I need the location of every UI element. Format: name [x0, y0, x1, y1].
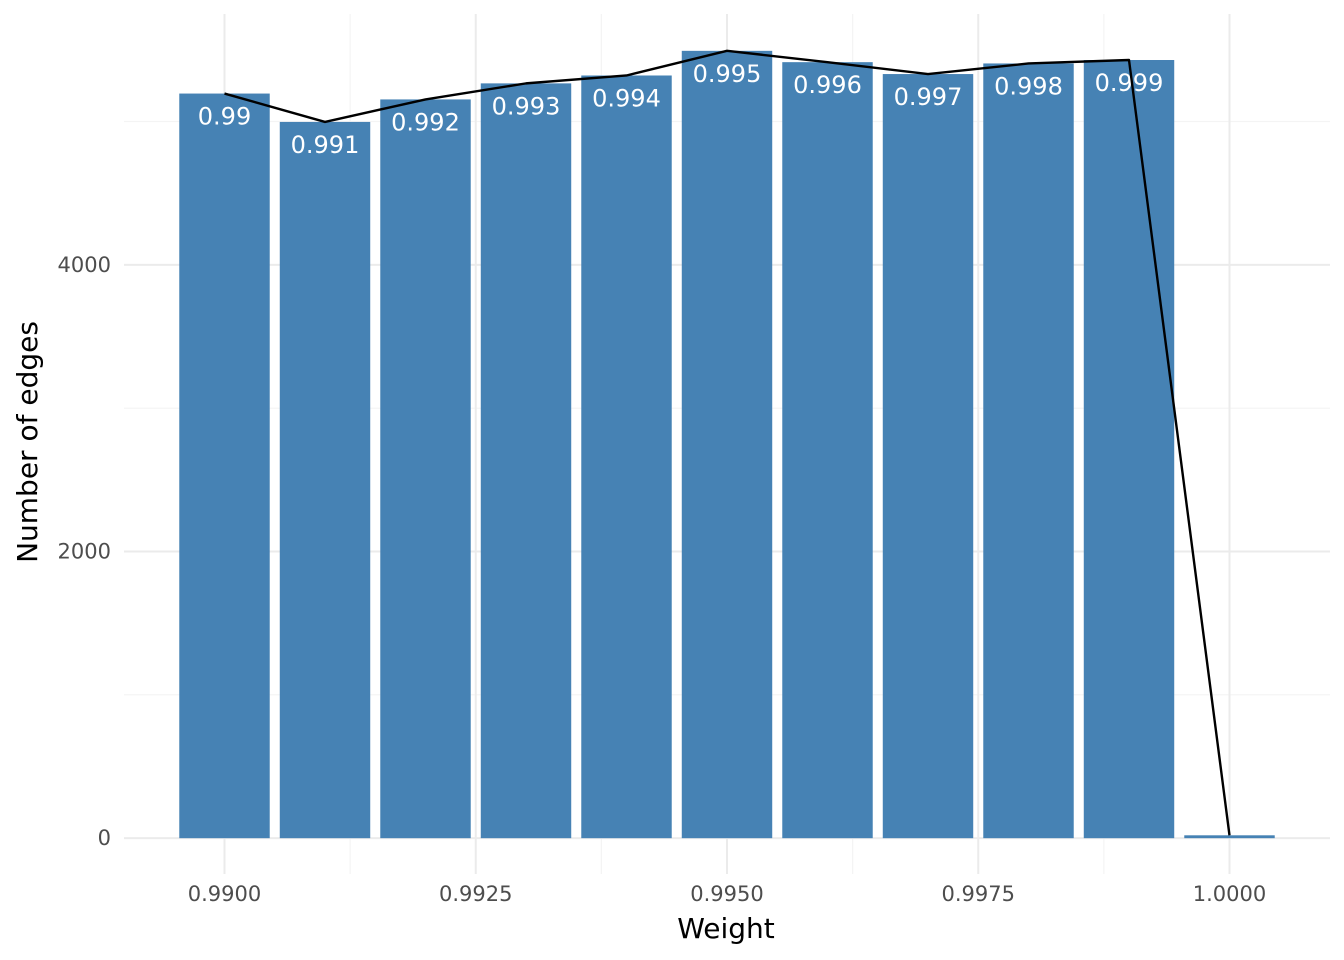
- bar: [983, 63, 1074, 839]
- x-tick-label: 0.9925: [439, 882, 512, 906]
- bar-value-label: 0.991: [291, 131, 360, 159]
- x-tick-label: 0.9900: [188, 882, 261, 906]
- y-tick-label: 0: [98, 826, 111, 850]
- x-tick-label: 1.0000: [1193, 882, 1266, 906]
- x-tick-label: 0.9975: [942, 882, 1015, 906]
- bar-value-label: 0.99: [198, 103, 251, 131]
- bar-value-label: 0.992: [391, 108, 460, 136]
- x-axis-ticks: 0.9900 0.9925 0.9950 0.9975 1.0000: [188, 882, 1266, 906]
- bar: [480, 83, 572, 839]
- y-tick-label: 2000: [58, 540, 111, 564]
- bar-value-label: 0.996: [793, 71, 862, 99]
- bar-value-label: 0.993: [492, 92, 561, 120]
- bar: [882, 74, 974, 839]
- x-axis-title: Weight: [677, 912, 775, 945]
- bar-value-label: 0.995: [693, 60, 762, 88]
- bar: [179, 93, 270, 839]
- bar: [1184, 835, 1275, 839]
- bar-value-label: 0.998: [994, 72, 1063, 100]
- bar-value-label: 0.997: [894, 83, 963, 111]
- bar: [1083, 60, 1175, 839]
- bar: [681, 50, 773, 839]
- bars: [179, 50, 1275, 839]
- bar: [380, 99, 471, 839]
- trend-line: [224, 49, 1231, 836]
- bar-value-label: 0.999: [1095, 69, 1164, 97]
- x-tick-label: 0.9950: [690, 882, 763, 906]
- y-axis-title: Number of edges: [11, 321, 44, 563]
- bar-labels: 0.99 0.991 0.992 0.993 0.994 0.995 0.996 0.997 0…: [198, 60, 1164, 159]
- y-tick-label: 4000: [58, 253, 111, 277]
- bar: [581, 75, 672, 839]
- trend-line-path: [224, 49, 1231, 836]
- bar-value-label: 0.994: [592, 84, 661, 112]
- y-axis-ticks: 0 2000 4000: [58, 253, 111, 850]
- bar: [279, 121, 371, 839]
- bar: [782, 62, 873, 839]
